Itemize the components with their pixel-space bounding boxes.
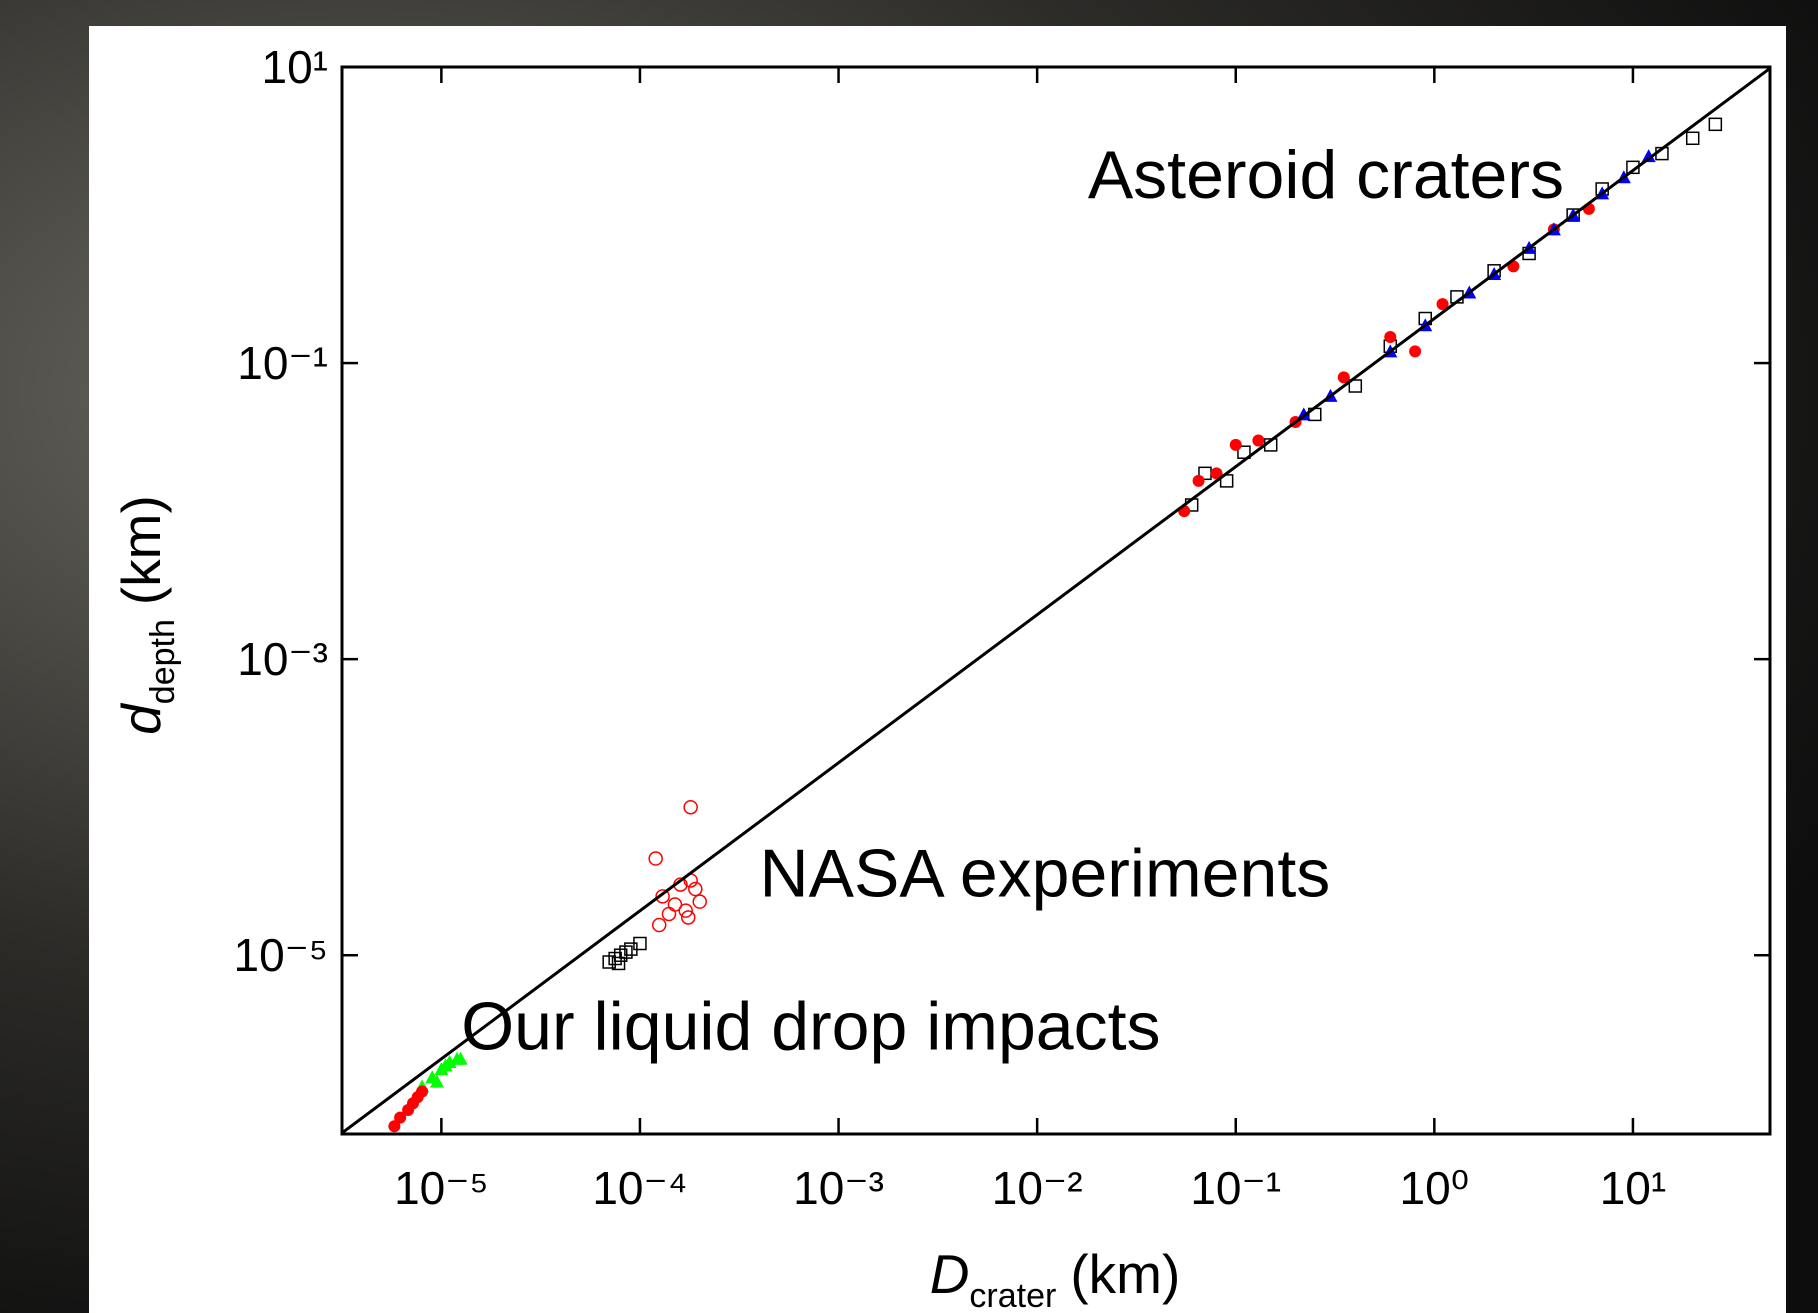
- annotation: Asteroid craters: [1088, 137, 1564, 213]
- x-tick-label: 10⁻³: [793, 1162, 884, 1214]
- circle-marker: [388, 1120, 401, 1133]
- y-tick-label: 10⁻³: [237, 633, 328, 685]
- y-tick-label: 10⁻¹: [237, 337, 328, 389]
- circle-marker: [1192, 474, 1205, 487]
- circle-marker: [1337, 371, 1350, 384]
- triangle-marker: [429, 1074, 444, 1088]
- circle-marker: [394, 1111, 407, 1124]
- open-circle-marker: [661, 906, 677, 922]
- circle-marker: [1252, 434, 1265, 447]
- square-marker: [1348, 379, 1363, 393]
- plot-frame: [340, 65, 1772, 1136]
- panel: [89, 26, 1786, 1313]
- circle-marker: [1210, 467, 1223, 480]
- open-circle-marker: [655, 889, 670, 904]
- square-marker: [1685, 131, 1700, 146]
- open-circle-marker: [692, 894, 707, 909]
- square-marker: [611, 956, 626, 971]
- annotation: NASA experiments: [760, 835, 1331, 911]
- open-circle-marker: [678, 903, 693, 918]
- open-circle-marker: [651, 917, 667, 933]
- y-label-unit: (km): [110, 495, 172, 605]
- open-circle-marker: [683, 799, 698, 815]
- circle-marker: [1384, 331, 1397, 344]
- y-tick-label: 10¹: [262, 41, 328, 93]
- triangle-marker: [438, 1058, 453, 1072]
- y-tick-label: 10⁻⁵: [233, 929, 328, 981]
- x-tick-label: 10¹: [1600, 1162, 1666, 1214]
- x-axis-label: Dcrater (km): [930, 1243, 1181, 1313]
- square-marker: [1237, 445, 1251, 459]
- triangle-marker: [453, 1051, 468, 1065]
- annotation: Our liquid drop impacts: [461, 989, 1160, 1065]
- triangle-marker: [1641, 149, 1656, 163]
- x-tick-label: 10⁻²: [992, 1162, 1083, 1214]
- square-marker: [633, 936, 647, 951]
- x-label-unit: (km): [1070, 1243, 1180, 1305]
- circle-marker: [1409, 345, 1422, 358]
- square-marker: [619, 945, 633, 959]
- fit-line: [341, 67, 1771, 1135]
- x-tick-label: 10⁻¹: [1190, 1162, 1281, 1214]
- circle-marker: [1229, 438, 1242, 451]
- open-circle-marker: [680, 910, 696, 925]
- y-label-symbol: d: [110, 702, 172, 735]
- x-tick-label: 10⁻⁴: [592, 1162, 687, 1214]
- open-circle-marker: [688, 881, 703, 897]
- square-marker: [1708, 117, 1723, 132]
- x-tick-label: 10⁰: [1400, 1162, 1470, 1214]
- y-axis-label: ddepth (km): [110, 495, 182, 735]
- circle-marker: [416, 1085, 429, 1098]
- circle-marker: [1436, 298, 1449, 311]
- open-circle-marker: [648, 851, 663, 866]
- x-label-symbol: D: [930, 1243, 970, 1305]
- x-tick-label: 10⁻⁵: [394, 1162, 489, 1214]
- y-label-subscript: depth: [144, 619, 182, 704]
- x-label-subscript: crater: [969, 1277, 1056, 1313]
